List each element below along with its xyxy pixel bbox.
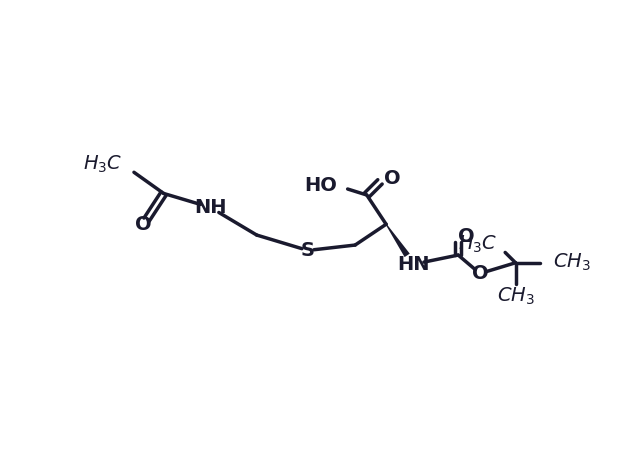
- Text: NH: NH: [194, 198, 227, 217]
- Text: $H_3C$: $H_3C$: [83, 154, 123, 175]
- Text: S: S: [301, 241, 315, 260]
- Text: O: O: [135, 215, 152, 234]
- Text: O: O: [384, 169, 401, 188]
- Polygon shape: [386, 224, 410, 257]
- Text: HO: HO: [305, 176, 337, 195]
- Text: O: O: [472, 264, 488, 283]
- Text: $CH_3$: $CH_3$: [553, 252, 591, 274]
- Text: O: O: [458, 227, 475, 246]
- Text: $H_3C$: $H_3C$: [458, 234, 497, 255]
- Text: $CH_3$: $CH_3$: [497, 286, 534, 307]
- Text: HN: HN: [397, 255, 429, 274]
